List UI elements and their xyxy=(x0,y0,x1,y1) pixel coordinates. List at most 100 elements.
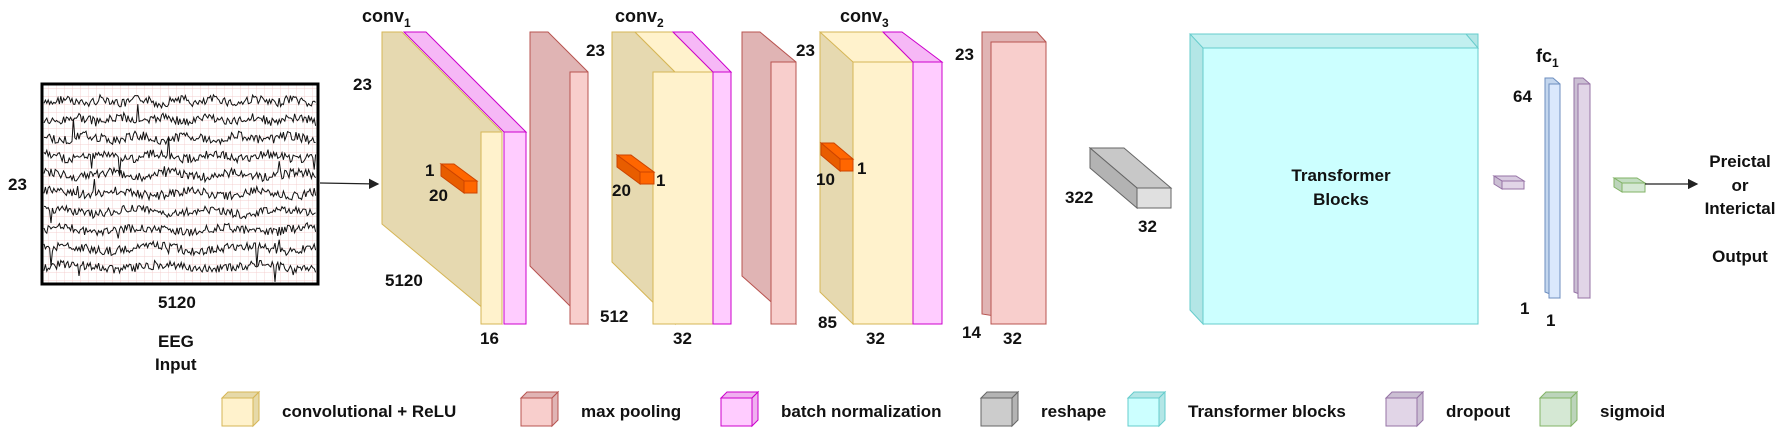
reshape-cols-label: 32 xyxy=(1138,217,1157,236)
dropout1-side xyxy=(1493,175,1503,190)
legend-item: batch normalization xyxy=(719,390,942,428)
fc1-left-one-label: 1 xyxy=(1520,299,1529,318)
legend-label: dropout xyxy=(1446,402,1511,421)
sigmoid-block xyxy=(1612,177,1647,193)
conv1-kernel-front xyxy=(463,180,478,194)
legend-item: sigmoid xyxy=(1538,390,1665,428)
pool2-block xyxy=(741,31,797,326)
conv2-depth-label: 512 xyxy=(600,307,628,326)
legend-swatch-front xyxy=(1127,397,1160,427)
legend-label: max pooling xyxy=(581,402,681,421)
output-line3: Interictal xyxy=(1705,199,1776,218)
legend-swatch-front xyxy=(520,397,553,427)
conv3-kernel-side xyxy=(820,141,841,173)
conv3-kernel-height-label: 1 xyxy=(857,159,866,178)
legend-swatch-side xyxy=(252,390,260,428)
conv2-front-face-wide xyxy=(652,71,714,325)
transformer-top-face xyxy=(1188,33,1480,49)
conv2-kernel-front xyxy=(639,171,655,185)
output-line2: or xyxy=(1732,176,1749,195)
eeg-trace xyxy=(43,118,316,146)
fc1-title: fc1 xyxy=(1536,46,1559,70)
dropout1-front xyxy=(1501,180,1525,190)
pool1-block xyxy=(529,31,589,326)
conv1-filters-label: 16 xyxy=(480,329,499,348)
eeg-trace xyxy=(43,104,317,127)
legend-label: Transformer blocks xyxy=(1188,402,1346,421)
reshape-rows-label: 322 xyxy=(1065,188,1093,207)
conv2-kernel-side xyxy=(616,154,641,185)
legend-swatch-side xyxy=(1011,390,1019,428)
pool3-block xyxy=(981,31,1047,325)
conv2-title: conv2 xyxy=(615,6,664,30)
conv1-height-label: 23 xyxy=(353,75,372,94)
input-caption-line1: EEG xyxy=(158,332,194,351)
transformer-label-line1: Transformer xyxy=(1291,166,1391,185)
legend-swatch-side xyxy=(751,390,759,428)
legend-item: Transformer blocks xyxy=(1126,390,1346,428)
dropout2-front-face xyxy=(1577,83,1591,299)
fc1-units-label: 64 xyxy=(1513,87,1532,106)
transformer-label-line2: Blocks xyxy=(1313,190,1369,209)
conv3-batchnorm-front xyxy=(912,61,943,325)
legend-swatch-side xyxy=(551,390,559,428)
legend-swatch-front xyxy=(1539,397,1572,427)
legend-label: sigmoid xyxy=(1600,402,1665,421)
conv3-kernel-width-label: 10 xyxy=(816,170,835,189)
eeg-trace xyxy=(43,93,316,110)
legend-label: batch normalization xyxy=(781,402,942,421)
conv3-kernel-front xyxy=(839,158,854,172)
eeg-traces xyxy=(43,93,317,282)
eeg-trace xyxy=(43,179,317,202)
pool3-depth-label: 14 xyxy=(962,323,981,342)
conv1-depth-label: 5120 xyxy=(385,271,423,290)
conv3-depth-label: 85 xyxy=(818,313,837,332)
conv2-filters-label: 32 xyxy=(673,329,692,348)
reshape-front-face xyxy=(1136,187,1172,209)
conv2-batchnorm-front xyxy=(712,71,732,325)
fc1-front-face xyxy=(1548,83,1561,299)
dropout-block-2 xyxy=(1573,77,1591,299)
fc1-bottom-one-label: 1 xyxy=(1546,311,1555,330)
pool1-front-face xyxy=(569,71,589,325)
conv2-kernel-height-label: 1 xyxy=(656,171,665,190)
eeg-trace xyxy=(43,204,316,224)
legend-swatch-side xyxy=(1158,390,1166,428)
legend-swatch-side xyxy=(1570,390,1578,428)
conv1-title: conv1 xyxy=(362,6,411,30)
conv1-kernel-height-label: 1 xyxy=(425,161,434,180)
eeg-trace xyxy=(43,239,317,267)
eeg-trace xyxy=(43,259,317,282)
legend-item: max pooling xyxy=(519,390,681,428)
legend-item: dropout xyxy=(1384,390,1511,428)
transformer-front-face xyxy=(1202,47,1479,325)
fc1-block xyxy=(1544,77,1561,299)
legend-swatch-front xyxy=(1385,397,1418,427)
input-height-label: 23 xyxy=(8,175,27,194)
sigmoid-side xyxy=(1613,177,1623,193)
input-width-label: 5120 xyxy=(158,293,196,312)
legend: convolutional + ReLU max pooling batch nor… xyxy=(220,390,1665,428)
pool2-front-face xyxy=(770,61,797,325)
output-line4: Output xyxy=(1712,247,1768,266)
legend-swatch-front xyxy=(980,397,1013,427)
conv3-filters-label: 32 xyxy=(866,329,885,348)
dropout-block-1 xyxy=(1492,175,1526,190)
conv2-height-label: 23 xyxy=(586,41,605,60)
pool3-height-label: 23 xyxy=(955,45,974,64)
conv3-block xyxy=(818,31,944,326)
pool3-front-face xyxy=(990,41,1047,325)
eeg-input-panel xyxy=(40,82,320,286)
reshape-block xyxy=(1088,146,1173,210)
eeg-trace xyxy=(43,221,317,239)
conv2-kernel-width-label: 20 xyxy=(612,181,631,200)
legend-swatch-side xyxy=(1416,390,1424,428)
conv1-batchnorm-front xyxy=(503,131,527,325)
legend-label: reshape xyxy=(1041,402,1106,421)
conv2-block xyxy=(611,31,733,326)
conv1-front-face xyxy=(480,131,503,325)
eeg-trace xyxy=(43,161,316,184)
input-arrow xyxy=(319,178,380,190)
sigmoid-front xyxy=(1621,182,1646,193)
